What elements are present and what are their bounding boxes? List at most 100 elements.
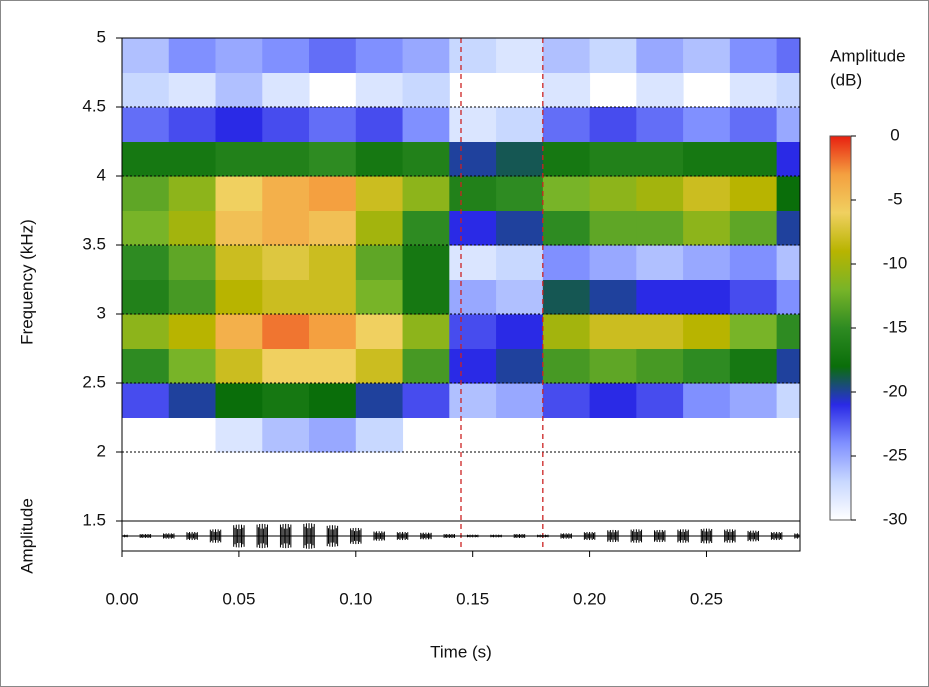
spectrogram-cell [122,383,170,418]
spectrogram-cell [309,38,357,73]
x-tick-label: 0.05 [222,589,255,608]
spectrogram-cell [168,279,217,315]
spectrogram-cell [402,141,450,177]
y-tick-label: 2.5 [82,372,106,391]
colorbar-tick-label: -15 [883,317,908,336]
spectrogram-cell [355,210,404,246]
spectrogram-cell [542,107,591,142]
spectrogram-cell [309,314,357,349]
x-tick-label: 0.10 [339,589,372,608]
spectrogram-cell [449,210,497,246]
spectrogram-cell [309,141,357,177]
spectrogram-cell [309,107,357,142]
spectrogram-cell [355,383,404,418]
spectrogram-cell [402,383,450,418]
spectrogram-cell [449,176,497,211]
spectrogram-cell [262,107,310,142]
spectrogram-cell [542,210,591,246]
spectrogram-cell [262,245,310,280]
spectrogram-cell [215,38,263,73]
colorbar-tick-label: -5 [887,189,902,208]
spectrogram-cell [776,72,801,108]
spectrogram-cell [309,176,357,211]
spectrogram-cell [496,176,544,211]
spectrogram-cell [402,38,450,73]
spectrogram-cell [636,72,684,108]
spectrogram-cell [542,141,591,177]
spectrogram-cell [122,141,170,177]
spectrogram-cell [729,245,778,280]
spectrogram-cell [402,107,450,142]
spectrogram-cell [776,314,801,349]
spectrogram-cell [355,176,404,211]
spectrogram-cell [683,279,731,315]
spectrogram-cell [683,176,731,211]
spectrogram-cell [542,176,591,211]
spectrogram-cell [542,314,591,349]
spectrogram-cell [776,245,801,280]
spectrogram-cell [215,383,263,418]
spectrogram-cell [776,383,801,418]
spectrogram-cell [729,279,778,315]
spectrogram-cell [729,314,778,349]
spectrogram-cell [355,141,404,177]
y-tick-label: 3 [97,303,106,322]
spectrogram-cell [122,176,170,211]
spectrogram-cell [122,72,170,108]
spectrogram-cell [496,383,544,418]
spectrogram-cell [402,348,450,384]
spectrogram-cell [542,72,591,108]
x-tick-label: 0.25 [690,589,723,608]
colorbar-tick-label: 0 [890,125,899,144]
spectrogram-cell [449,141,497,177]
spectrogram-cell [729,38,778,73]
spectrogram-cell [122,245,170,280]
spectrogram-cell [636,383,684,418]
spectrogram-cell [215,176,263,211]
spectrogram-cell [589,38,637,73]
spectrogram-cell [776,107,801,142]
spectrogram-cell [215,210,263,246]
y-tick-label: 1.5 [82,510,106,529]
spectrogram-cell [589,210,637,246]
colorbar-title: Amplitude [830,46,906,65]
spectrogram-cell [262,210,310,246]
spectrogram-cell [496,210,544,246]
spectrogram-cell [496,314,544,349]
spectrogram-cell [636,279,684,315]
spectrogram-cell [262,383,310,418]
colorbar-tick-label: -30 [883,509,908,528]
spectrogram-cell [262,176,310,211]
spectrogram-cell [589,314,637,349]
spectrogram-cell [168,383,217,418]
spectrogram-cell [402,72,450,108]
spectrogram-cell [402,314,450,349]
spectrogram-cell [168,314,217,349]
spectrogram-cell [542,245,591,280]
spectrogram-cell [729,348,778,384]
spectrogram-cell [636,107,684,142]
spectrogram-cell [215,314,263,349]
spectrogram-cell [262,38,310,73]
y-tick-label: 4 [97,165,106,184]
spectrogram-cell [776,279,801,315]
spectrogram-cell [636,348,684,384]
spectrogram-cell [449,279,497,315]
spectrogram-cell [542,38,591,73]
spectrogram-cell [636,176,684,211]
colorbar-tick-label: -25 [883,445,908,464]
overlay [121,37,801,552]
spectrogram-cell [636,314,684,349]
spectrogram-cell [122,279,170,315]
spectrogram-cell [542,279,591,315]
spectrogram-cell [355,107,404,142]
spectrogram-cell [122,314,170,349]
spectrogram-cell [683,38,731,73]
spectrogram-cell [636,210,684,246]
colorbar-title: (dB) [830,70,862,89]
spectrogram-cell [355,417,404,453]
spectrogram-cell [215,141,263,177]
spectrogram-cell [449,383,497,418]
colorbar [829,135,852,521]
